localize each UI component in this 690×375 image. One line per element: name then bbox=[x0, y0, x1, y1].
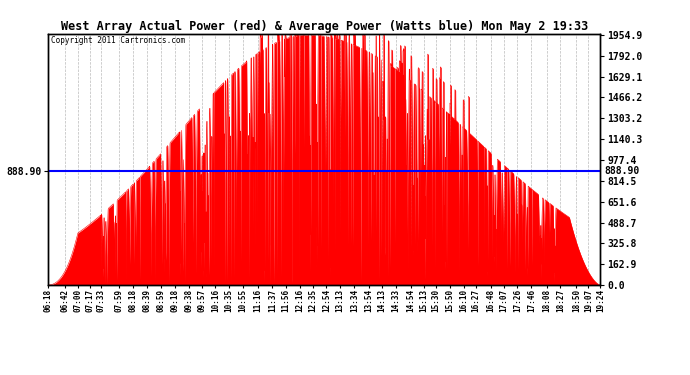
Text: 888.90: 888.90 bbox=[604, 166, 640, 176]
Text: Copyright 2011 Cartronics.com: Copyright 2011 Cartronics.com bbox=[51, 36, 185, 45]
Title: West Array Actual Power (red) & Average Power (Watts blue) Mon May 2 19:33: West Array Actual Power (red) & Average … bbox=[61, 20, 588, 33]
